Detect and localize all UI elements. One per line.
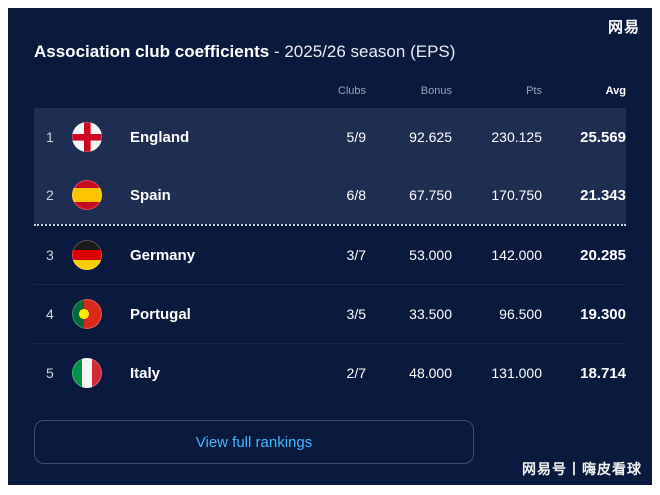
rank: 3 xyxy=(46,247,54,264)
avg-value: 21.343 xyxy=(580,186,626,204)
coefficients-panel: 网易 Association club coefficients - 2025/… xyxy=(8,8,652,485)
qualification-cutoff-line xyxy=(34,224,626,227)
rank: 4 xyxy=(46,306,54,323)
clubs-value: 3/7 xyxy=(346,247,366,264)
column-header-clubs: Clubs xyxy=(337,85,366,98)
column-header-pts: Pts xyxy=(526,85,542,98)
page-title: Association club coefficients - 2025/26 … xyxy=(8,8,652,78)
country-name: Germany xyxy=(130,246,196,264)
clubs-value: 3/5 xyxy=(346,306,366,323)
netease-watermark-top: 网易 xyxy=(607,19,640,36)
coefficients-table: Clubs Bonus Pts Avg 1 England 5/9 92.625… xyxy=(34,78,626,402)
avg-value: 25.569 xyxy=(580,128,626,146)
table-row-spain[interactable]: 2 Spain 6/8 67.750 170.750 21.343 xyxy=(34,166,626,225)
avg-value: 20.285 xyxy=(580,246,626,264)
table-row-italy[interactable]: 5 Italy 2/7 48.000 131.000 18.714 xyxy=(34,344,626,402)
table-header-row: Clubs Bonus Pts Avg xyxy=(34,78,626,104)
clubs-value: 5/9 xyxy=(346,129,366,146)
column-header-bonus: Bonus xyxy=(420,85,452,98)
germany-flag-icon xyxy=(72,240,102,271)
pts-value: 131.000 xyxy=(491,365,542,382)
page-title-season: - 2025/26 season (EPS) xyxy=(273,42,456,61)
column-header-avg: Avg xyxy=(605,85,626,98)
rank: 2 xyxy=(46,187,54,204)
clubs-value: 2/7 xyxy=(346,365,366,382)
country-name: Spain xyxy=(130,186,171,204)
netease-watermark-bottom: 网易号丨嗨皮看球 xyxy=(522,461,642,477)
rank: 1 xyxy=(46,129,54,146)
bonus-value: 48.000 xyxy=(409,365,452,382)
table-row-england[interactable]: 1 England 5/9 92.625 230.125 25.569 xyxy=(34,108,626,167)
clubs-value: 6/8 xyxy=(346,187,366,204)
avg-value: 19.300 xyxy=(580,305,626,323)
country-name: Italy xyxy=(130,364,161,382)
italy-flag-icon xyxy=(72,358,102,389)
view-full-rankings-button[interactable]: View full rankings xyxy=(34,420,474,465)
bonus-value: 53.000 xyxy=(409,247,452,264)
rank: 5 xyxy=(46,365,54,382)
pts-value: 170.750 xyxy=(491,187,542,204)
table-row-portugal[interactable]: 4 Portugal 3/5 33.500 96.500 19.300 xyxy=(34,285,626,345)
bonus-value: 33.500 xyxy=(409,306,452,323)
bonus-value: 67.750 xyxy=(409,187,452,204)
bonus-value: 92.625 xyxy=(409,129,452,146)
country-name: Portugal xyxy=(130,305,191,323)
avg-value: 18.714 xyxy=(580,364,626,382)
pts-value: 142.000 xyxy=(491,247,542,264)
country-name: England xyxy=(130,128,190,146)
table-row-germany[interactable]: 3 Germany 3/7 53.000 142.000 20.285 xyxy=(34,226,626,286)
page-title-main: Association club coefficients xyxy=(34,42,270,61)
spain-flag-icon xyxy=(72,180,102,211)
pts-value: 230.125 xyxy=(491,129,542,146)
pts-value: 96.500 xyxy=(499,306,542,323)
portugal-flag-icon xyxy=(72,299,102,330)
england-flag-icon xyxy=(72,122,102,153)
